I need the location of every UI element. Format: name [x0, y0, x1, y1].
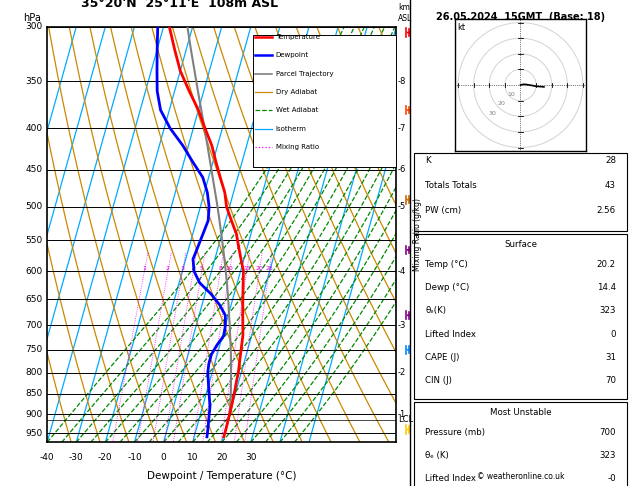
Text: 10: 10 [226, 266, 233, 271]
Text: 20: 20 [255, 266, 264, 271]
Text: θₑ(K): θₑ(K) [425, 306, 446, 315]
Text: 750: 750 [25, 345, 43, 354]
Text: 800: 800 [25, 368, 43, 377]
Text: Parcel Trajectory: Parcel Trajectory [276, 70, 333, 77]
Text: Most Unstable: Most Unstable [490, 408, 551, 417]
Text: Dewpoint: Dewpoint [276, 52, 309, 58]
Text: 323: 323 [599, 306, 616, 315]
Text: 500: 500 [25, 202, 43, 211]
Bar [414, 402, 627, 486]
Text: 350: 350 [25, 77, 43, 86]
Text: 28: 28 [605, 156, 616, 165]
Text: 950: 950 [25, 429, 43, 437]
Text: -2: -2 [398, 368, 406, 377]
Text: 0: 0 [611, 330, 616, 339]
Text: 10: 10 [187, 452, 198, 462]
Text: -8: -8 [398, 77, 406, 86]
Text: -5: -5 [398, 202, 406, 211]
Text: -0: -0 [608, 474, 616, 484]
Text: 300: 300 [25, 22, 43, 31]
Text: 30: 30 [245, 452, 257, 462]
Text: -3: -3 [398, 321, 406, 330]
Text: Isotherm: Isotherm [276, 125, 307, 132]
Text: 20.2: 20.2 [597, 260, 616, 269]
Text: 323: 323 [599, 451, 616, 460]
Text: 70: 70 [605, 376, 616, 385]
Text: km
ASL: km ASL [398, 3, 412, 22]
Text: 700: 700 [599, 428, 616, 437]
Text: Pressure (mb): Pressure (mb) [425, 428, 485, 437]
Text: -4: -4 [398, 267, 406, 276]
Text: Lifted Index: Lifted Index [425, 330, 476, 339]
Text: 25: 25 [265, 266, 273, 271]
Text: Mixing Ratio: Mixing Ratio [276, 144, 319, 150]
Text: -7: -7 [398, 123, 406, 133]
Text: 15: 15 [243, 266, 250, 271]
Bar [414, 153, 627, 231]
Text: © weatheronline.co.uk: © weatheronline.co.uk [477, 472, 564, 481]
Text: -10: -10 [127, 452, 142, 462]
Text: 2.56: 2.56 [597, 206, 616, 215]
Text: 43: 43 [605, 181, 616, 190]
Text: -30: -30 [69, 452, 84, 462]
Text: Dewpoint / Temperature (°C): Dewpoint / Temperature (°C) [147, 471, 296, 481]
Text: Temp (°C): Temp (°C) [425, 260, 468, 269]
Text: 4: 4 [191, 266, 195, 271]
Text: θₑ (K): θₑ (K) [425, 451, 448, 460]
Text: Dewp (°C): Dewp (°C) [425, 283, 469, 292]
Text: 1: 1 [143, 266, 147, 271]
Text: 14.4: 14.4 [597, 283, 616, 292]
Text: -1: -1 [398, 410, 406, 418]
Text: Wet Adiabat: Wet Adiabat [276, 107, 318, 113]
Text: 450: 450 [26, 165, 43, 174]
Text: Mixing Ratio (g/kg): Mixing Ratio (g/kg) [413, 198, 421, 271]
Text: 900: 900 [25, 410, 43, 418]
Text: 20: 20 [216, 452, 228, 462]
Text: Temperature: Temperature [276, 34, 320, 40]
Text: 26.05.2024  15GMT  (Base: 18): 26.05.2024 15GMT (Base: 18) [436, 12, 605, 22]
Text: K: K [425, 156, 431, 165]
Text: Surface: Surface [504, 240, 537, 249]
Text: 400: 400 [26, 123, 43, 133]
Text: Dry Adiabat: Dry Adiabat [276, 89, 317, 95]
Text: 8: 8 [218, 266, 223, 271]
Text: -20: -20 [98, 452, 113, 462]
Text: 31: 31 [605, 353, 616, 362]
Text: 550: 550 [25, 236, 43, 245]
Text: 700: 700 [25, 321, 43, 330]
Text: 0: 0 [160, 452, 167, 462]
Text: Totals Totals: Totals Totals [425, 181, 477, 190]
Text: hPa: hPa [23, 13, 41, 22]
Text: PW (cm): PW (cm) [425, 206, 461, 215]
Text: 850: 850 [25, 389, 43, 399]
Bar [253, 35, 396, 167]
Text: LCL: LCL [398, 416, 413, 424]
Text: CAPE (J): CAPE (J) [425, 353, 459, 362]
Text: -6: -6 [398, 165, 406, 174]
Bar [414, 234, 627, 399]
Text: Lifted Index: Lifted Index [425, 474, 476, 484]
Text: 3: 3 [181, 266, 184, 271]
Text: 35°20'N  25°11'E  108m ASL: 35°20'N 25°11'E 108m ASL [81, 0, 279, 10]
Text: -40: -40 [40, 452, 55, 462]
Text: 650: 650 [25, 295, 43, 304]
Text: 5: 5 [200, 266, 204, 271]
Text: CIN (J): CIN (J) [425, 376, 452, 385]
Text: 600: 600 [25, 267, 43, 276]
Text: 2: 2 [166, 266, 170, 271]
